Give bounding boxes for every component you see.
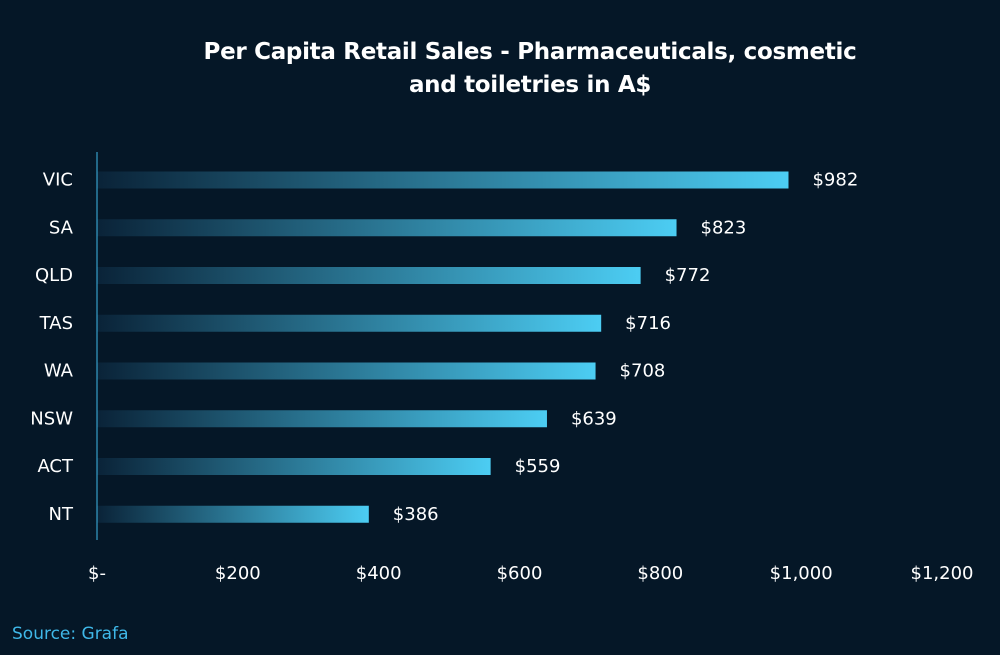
x-tick-label: $600 [497, 563, 543, 584]
value-label-nsw: $639 [571, 408, 617, 429]
bars-layer [97, 171, 789, 523]
category-label-sa: SA [49, 217, 74, 238]
x-tick-label: $200 [215, 563, 261, 584]
x-tick-label: $- [88, 563, 106, 584]
bar-vic [97, 171, 789, 189]
bar-nsw [97, 410, 547, 428]
chart-title-line-2: and toiletries in A$ [408, 72, 652, 98]
chart-title: Per Capita Retail Sales - Pharmaceutical… [180, 36, 880, 102]
value-labels: $982 $823 $772 $716 $708 $639 $559 $386 [393, 170, 858, 525]
chart-title-line-1: Per Capita Retail Sales - Pharmaceutical… [203, 39, 857, 65]
category-label-nsw: NSW [30, 408, 73, 429]
value-label-tas: $716 [625, 313, 671, 334]
bar-sa [97, 219, 677, 237]
value-label-vic: $982 [812, 170, 858, 191]
source-credit: Source: Grafa [12, 624, 129, 644]
bar-wa [97, 362, 596, 380]
x-tick-label: $800 [637, 563, 683, 584]
category-label-nt: NT [49, 504, 74, 525]
bar-qld [97, 267, 641, 284]
x-tick-label: $1,200 [911, 563, 974, 584]
bar-nt [97, 505, 369, 523]
x-tick-label: $1,000 [770, 563, 833, 584]
category-label-vic: VIC [43, 170, 73, 191]
value-label-sa: $823 [701, 217, 747, 238]
value-label-act: $559 [515, 456, 561, 477]
value-label-qld: $772 [665, 265, 711, 286]
category-label-qld: QLD [35, 265, 73, 286]
category-label-wa: WA [44, 361, 74, 382]
value-label-wa: $708 [620, 361, 666, 382]
bar-tas [97, 314, 602, 332]
category-labels: VIC SA QLD TAS WA NSW ACT NT [30, 170, 74, 525]
x-tick-label: $400 [356, 563, 402, 584]
bar-act [97, 458, 491, 475]
value-label-nt: $386 [393, 504, 439, 525]
x-axis-tick-labels: $- $200 $400 $600 $800 $1,000 $1,200 [88, 563, 973, 584]
category-label-act: ACT [37, 456, 74, 477]
category-label-tas: TAS [39, 313, 73, 334]
